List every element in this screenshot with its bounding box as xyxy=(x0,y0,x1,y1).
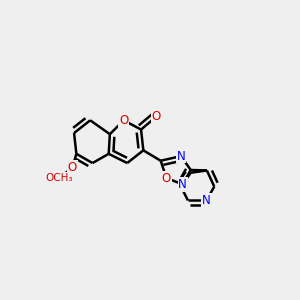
Text: N: N xyxy=(177,150,185,163)
Text: O: O xyxy=(152,110,161,123)
Text: OCH₃: OCH₃ xyxy=(45,173,73,183)
Text: O: O xyxy=(119,114,128,127)
Text: N: N xyxy=(178,178,187,191)
Text: N: N xyxy=(202,194,211,207)
Text: O: O xyxy=(162,172,171,184)
Text: O: O xyxy=(68,161,77,174)
